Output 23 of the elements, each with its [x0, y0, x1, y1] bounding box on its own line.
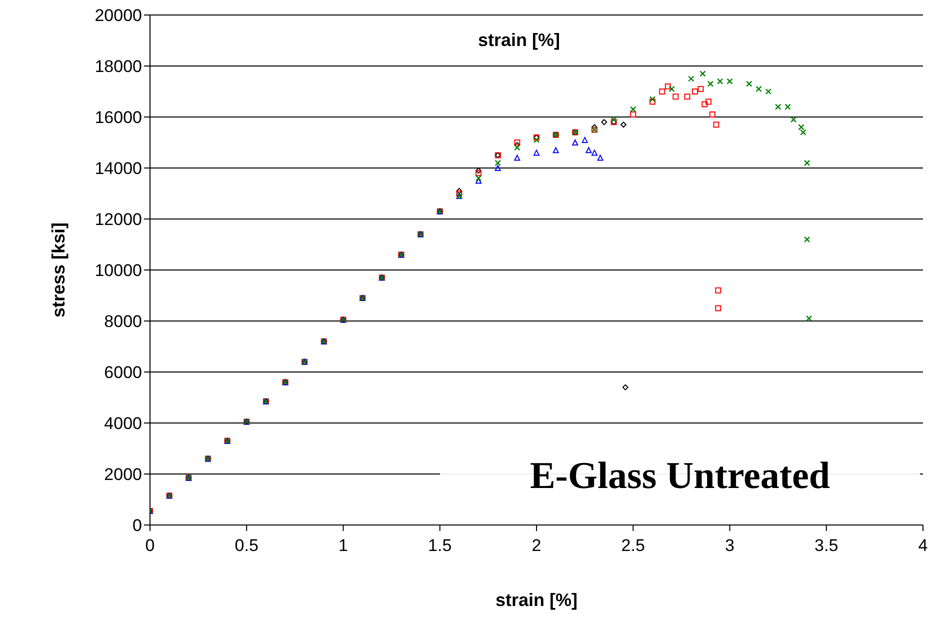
y-tick-label: 16000	[94, 108, 142, 128]
x-axis-title: strain [%]	[495, 590, 578, 610]
y-tick-label: 10000	[94, 261, 142, 280]
x-tick-label: 0.5	[234, 536, 258, 556]
x-tick-label: 0	[145, 536, 155, 556]
y-tick-label: 18000	[94, 57, 142, 76]
x-tick-label: 1.5	[428, 536, 452, 556]
x-tick-label: 3.5	[814, 536, 838, 556]
y-tick-label: 2000	[104, 465, 142, 484]
y-tick-label: 12000	[94, 210, 142, 230]
y-tick-label: 8000	[104, 312, 142, 332]
y-tick-label: 4000	[104, 414, 142, 434]
x-tick-label: 2.5	[621, 536, 645, 556]
x-tick-label: 2	[532, 536, 542, 556]
y-tick-label: 14000	[94, 159, 142, 178]
y-tick-label: 20000	[94, 6, 142, 26]
annotation: strain [%]	[478, 30, 560, 51]
x-tick-label: 3	[725, 536, 734, 556]
x-tick-label: 4	[918, 536, 928, 556]
x-tick-label: 1	[338, 536, 348, 556]
y-tick-label: 0	[132, 516, 142, 536]
y-tick-label: 6000	[104, 363, 142, 382]
y-axis-title: stress [ksi]	[48, 222, 68, 318]
